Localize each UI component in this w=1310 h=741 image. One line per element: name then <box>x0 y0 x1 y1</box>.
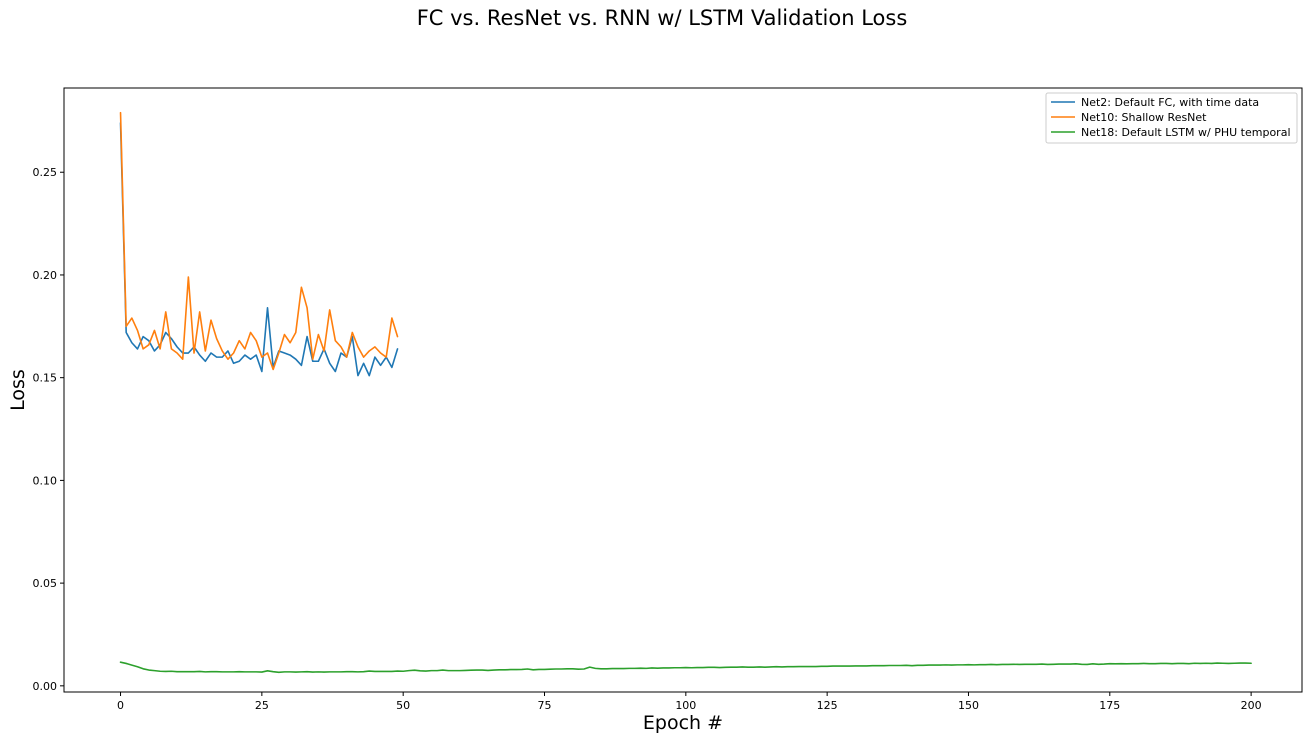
x-tick-label: 75 <box>538 699 552 712</box>
x-tick-label: 200 <box>1241 699 1262 712</box>
y-axis: 0.00 0.05 0.10 0.15 0.20 0.25 <box>33 166 64 693</box>
x-tick-label: 125 <box>817 699 838 712</box>
y-tick-label: 0.15 <box>33 372 58 385</box>
x-axis-title: Epoch # <box>643 712 723 734</box>
x-tick-label: 100 <box>675 699 696 712</box>
legend: Net2: Default FC, with time data Net10: S… <box>1045 92 1298 144</box>
y-tick-label: 0.05 <box>33 577 58 590</box>
legend-label: Net2: Default FC, with time data <box>1081 96 1259 109</box>
series-line-2 <box>119 111 399 371</box>
x-tick-label: 25 <box>255 699 269 712</box>
legend-label: Net18: Default LSTM w/ PHU temporal <box>1081 126 1291 139</box>
y-tick-label: 0.25 <box>33 166 58 179</box>
y-axis-title: Loss <box>7 369 29 411</box>
x-tick-label: 50 <box>396 699 410 712</box>
plot-area-frame <box>63 87 1303 693</box>
y-tick-label: 0.10 <box>33 474 58 487</box>
x-tick-label: 175 <box>1099 699 1120 712</box>
x-tick-label: 0 <box>117 699 124 712</box>
y-tick-label: 0.20 <box>33 269 58 282</box>
chart-title: FC vs. ResNet vs. RNN w/ LSTM Validation… <box>417 6 908 30</box>
x-tick-label: 150 <box>958 699 979 712</box>
series-lines <box>119 111 1252 674</box>
y-tick-label: 0.00 <box>33 680 58 693</box>
legend-box <box>1045 92 1298 144</box>
legend-label: Net10: Shallow ResNet <box>1081 111 1207 124</box>
series-line-3 <box>119 661 1252 674</box>
x-axis: 0 25 50 75 100 125 150 175 200 <box>117 692 1262 712</box>
